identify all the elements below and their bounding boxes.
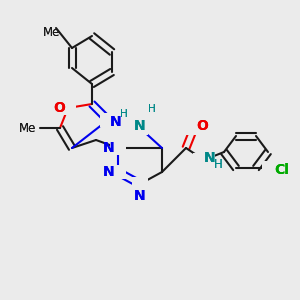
FancyBboxPatch shape (193, 153, 215, 167)
Text: N: N (103, 165, 115, 179)
FancyBboxPatch shape (186, 121, 202, 135)
FancyBboxPatch shape (110, 141, 126, 155)
Text: O: O (196, 119, 208, 133)
Text: H: H (148, 104, 156, 114)
Text: Me: Me (43, 26, 61, 40)
Text: N: N (134, 189, 146, 203)
Text: Cl: Cl (274, 163, 290, 177)
Text: N: N (110, 115, 122, 129)
FancyBboxPatch shape (132, 177, 148, 191)
Text: N: N (103, 141, 115, 155)
FancyBboxPatch shape (110, 165, 126, 179)
Text: N: N (103, 165, 115, 179)
Text: H: H (214, 158, 222, 170)
Text: Cl: Cl (274, 163, 290, 177)
FancyBboxPatch shape (132, 121, 148, 135)
Text: H: H (214, 158, 222, 170)
Text: O: O (53, 101, 65, 115)
Text: H: H (148, 104, 156, 114)
Text: O: O (196, 119, 208, 133)
FancyBboxPatch shape (60, 101, 76, 115)
Text: N: N (204, 151, 216, 165)
Text: H: H (120, 109, 128, 119)
Text: N: N (134, 119, 146, 133)
Text: N: N (204, 151, 216, 165)
Text: H: H (120, 109, 128, 119)
Text: O: O (53, 101, 65, 115)
Text: N: N (110, 115, 122, 129)
Text: N: N (134, 189, 146, 203)
FancyBboxPatch shape (100, 113, 116, 127)
Text: Me: Me (19, 122, 37, 134)
Text: N: N (103, 141, 115, 155)
FancyBboxPatch shape (262, 161, 282, 175)
Text: N: N (134, 119, 146, 133)
Text: Me: Me (43, 26, 61, 40)
Text: Me: Me (19, 122, 37, 134)
